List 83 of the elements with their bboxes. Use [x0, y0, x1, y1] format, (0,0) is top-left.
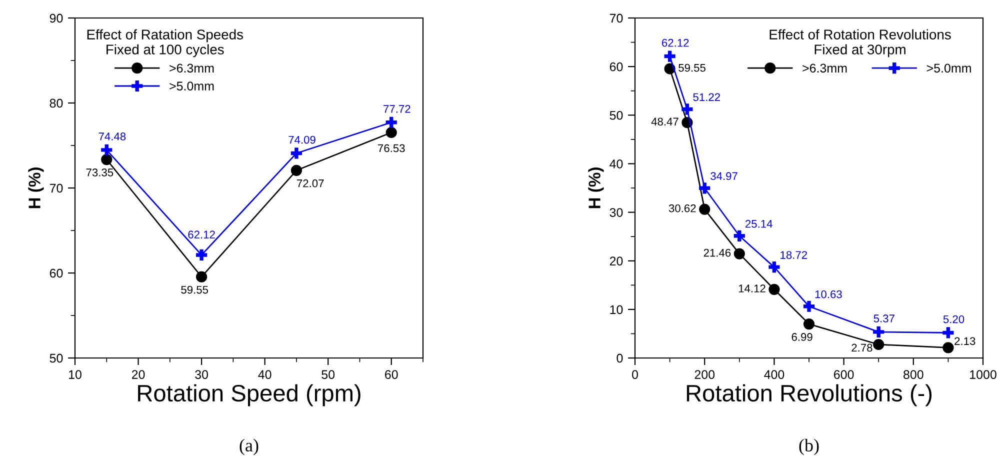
data-label: 6.99	[792, 333, 812, 341]
data-label: 14.12	[738, 284, 766, 292]
point	[803, 318, 815, 330]
data-label: 72.07	[297, 179, 324, 188]
y-tick-label: 70	[610, 14, 623, 23]
x-tick-label: 20	[132, 370, 145, 379]
legend-label: >6.3mm	[802, 64, 847, 73]
point	[699, 182, 710, 194]
point	[196, 271, 208, 282]
point	[873, 338, 884, 350]
x-tick-label: 400	[764, 370, 784, 379]
point	[873, 326, 884, 338]
data-label: 76.53	[378, 144, 405, 152]
data-label: 51.22	[693, 93, 720, 102]
point	[290, 148, 302, 159]
x-tick-label: 10	[69, 370, 82, 379]
legend-label: >5.0mm	[170, 82, 214, 90]
point	[734, 230, 745, 242]
data-label: 73.35	[86, 168, 114, 176]
x-tick-label: 50	[322, 370, 335, 379]
data-label: 2.13	[954, 337, 976, 346]
point	[664, 50, 676, 62]
point	[734, 248, 745, 260]
text: (a)	[240, 438, 258, 456]
data-label: 77.72	[384, 104, 410, 113]
y-tick-label: 60	[50, 268, 63, 278]
data-label: 74.09	[288, 136, 316, 144]
x-tick-label: 200	[694, 370, 715, 379]
data-label: 59.55	[181, 286, 208, 294]
data-label: 34.97	[710, 172, 738, 180]
y-tick-label: 30	[610, 208, 623, 217]
point	[101, 154, 112, 166]
data-label: 10.63	[815, 290, 842, 298]
y-tick-label: 70	[50, 184, 63, 193]
legend-label: >5.0mm	[926, 64, 971, 73]
data-label: 62.12	[188, 230, 215, 239]
data-label: 48.47	[651, 118, 678, 126]
y-axis-title: H (%)	[588, 168, 604, 208]
y-axis-title: H (%)	[28, 168, 44, 208]
y-tick-label: 10	[610, 305, 623, 314]
y-tick-label: 60	[610, 62, 623, 72]
x-axis-title: Rotation Revolutions (-)	[686, 384, 932, 406]
data-label: 5.20	[943, 315, 964, 324]
y-tick-label: 50	[50, 354, 63, 363]
x-tick-label: 600	[834, 370, 854, 379]
data-label: 74.48	[98, 132, 126, 140]
point	[803, 300, 815, 312]
legend-label: >6.3mm	[170, 64, 214, 73]
x-axis-title: Rotation Speed (rpm)	[138, 384, 360, 406]
legend-title: Effect of Ratation Speeds Fixed at 100 cycles	[87, 29, 244, 58]
point	[768, 262, 780, 273]
text: (b)	[799, 438, 819, 456]
y-tick-label: 20	[610, 256, 623, 266]
point	[101, 144, 112, 156]
x-tick-label: 800	[904, 370, 924, 379]
point	[942, 342, 954, 354]
data-label: 59.55	[678, 64, 706, 72]
data-label: 21.46	[704, 248, 731, 257]
point	[768, 284, 780, 295]
x-tick-label: 40	[258, 370, 272, 379]
y-tick-label: 0	[616, 354, 623, 363]
data-label: 2.78	[852, 344, 872, 352]
y-tick-label: 50	[610, 110, 623, 120]
point	[682, 104, 693, 115]
point	[386, 126, 397, 138]
x-tick-label: 60	[385, 370, 398, 379]
x-tick-label: 0	[632, 370, 638, 379]
data-label: 5.37	[874, 314, 894, 322]
data-label: 62.12	[662, 38, 689, 47]
y-tick-label: 90	[50, 14, 63, 23]
y-tick-label: 80	[50, 98, 63, 108]
data-label: 18.72	[780, 251, 807, 259]
point	[942, 327, 954, 338]
point	[196, 249, 208, 261]
y-tick-label: 40	[610, 160, 623, 168]
legend-title: Effect of Rotation Revolutions Fixed at 30rpm	[770, 29, 951, 58]
x-tick-label: 1000	[970, 370, 996, 379]
point	[699, 204, 710, 215]
data-label: 30.62	[668, 204, 696, 212]
data-label: 25.14	[746, 220, 772, 228]
x-tick-label: 30	[195, 370, 208, 379]
point	[386, 116, 397, 128]
point	[290, 164, 302, 176]
